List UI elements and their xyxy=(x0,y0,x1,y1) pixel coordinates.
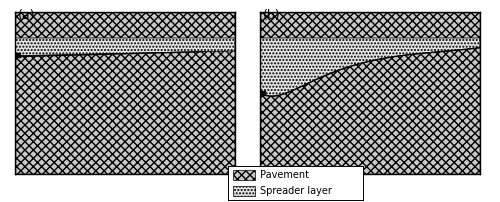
Text: (a): (a) xyxy=(18,9,35,22)
Text: Pavement: Pavement xyxy=(260,170,309,180)
Bar xyxy=(233,186,254,196)
Polygon shape xyxy=(260,38,480,96)
Text: Spreader layer: Spreader layer xyxy=(260,186,332,196)
Text: (b): (b) xyxy=(262,9,280,22)
Polygon shape xyxy=(15,38,235,56)
Bar xyxy=(233,170,254,180)
